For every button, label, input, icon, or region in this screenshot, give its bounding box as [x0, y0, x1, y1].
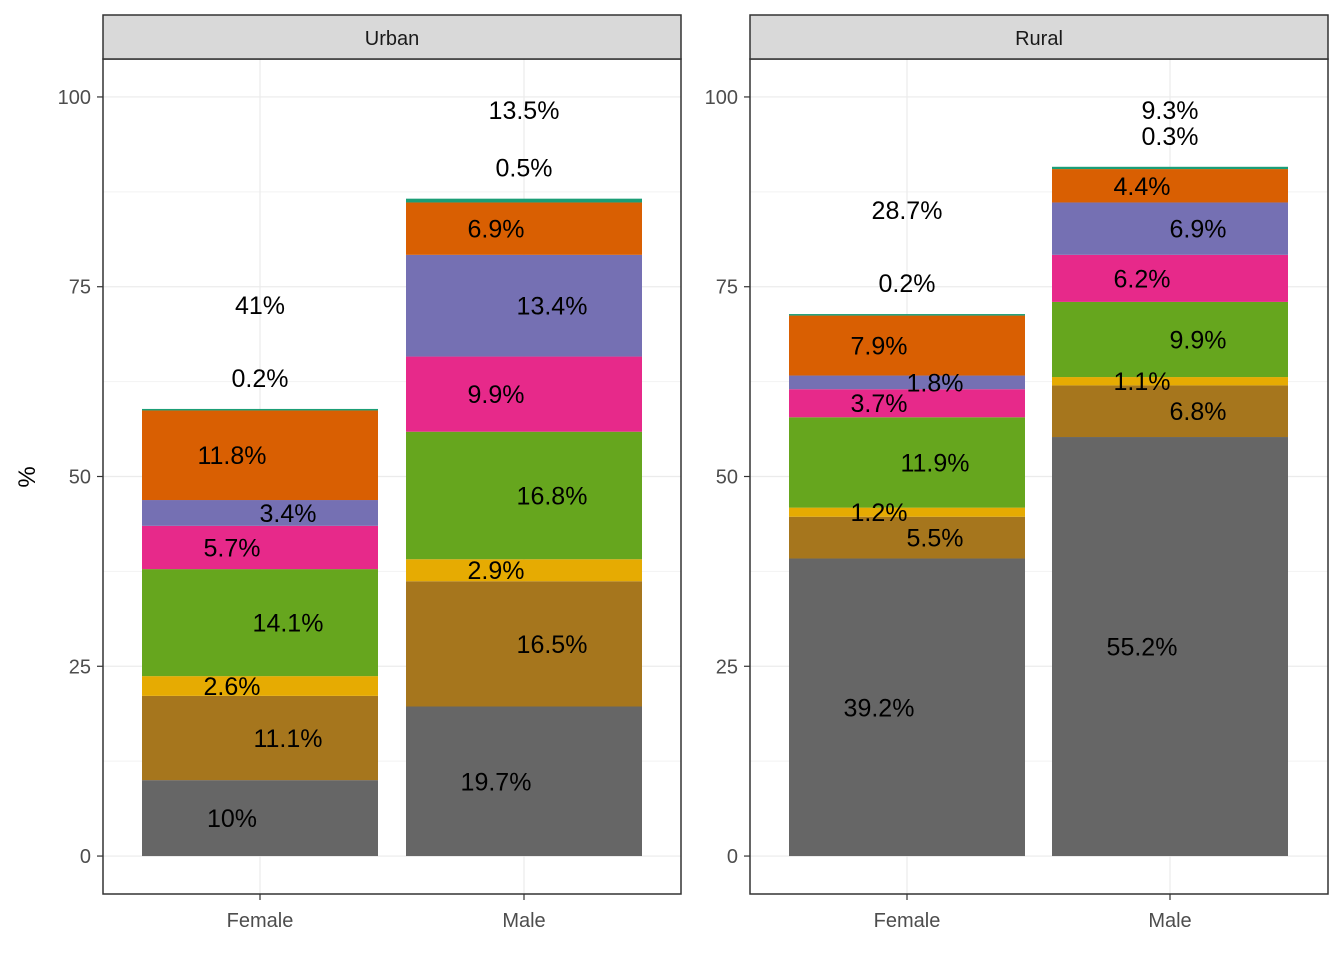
bar-segment: [406, 581, 642, 707]
data-label: 7.9%: [851, 333, 908, 361]
y-tick-label: 75: [716, 277, 738, 299]
bar-segment: [789, 558, 1025, 857]
bar-segment: [142, 410, 378, 501]
data-label: 6.9%: [468, 216, 525, 244]
bar-segment: [142, 525, 378, 570]
data-label: 0.3%: [1142, 123, 1199, 151]
bar-segment: [406, 356, 642, 432]
bar-segment: [142, 676, 378, 696]
data-label: 6.2%: [1114, 265, 1171, 293]
bar-segment: [789, 315, 1025, 376]
bar-segment: [789, 417, 1025, 508]
bar-segment: [406, 202, 642, 255]
y-tick-label: 25: [716, 656, 738, 678]
data-label: 9.9%: [468, 381, 525, 409]
x-tick-label: Female: [874, 910, 941, 932]
bar-segment: [789, 375, 1025, 390]
data-label: 9.9%: [1170, 326, 1227, 354]
data-label: 2.9%: [468, 557, 525, 585]
data-label: 6.8%: [1170, 398, 1227, 426]
data-label: 14.1%: [253, 610, 324, 638]
top-data-label: 41%: [235, 292, 285, 320]
data-label: 2.6%: [204, 673, 261, 701]
bar-segment: [406, 198, 642, 203]
panel-rural: 39.2% 5.5%1.2% 11.9% 3.7%1.8% 7.9% 0.2% 28.7% 5…: [705, 14, 1329, 932]
bar-segment: [1052, 385, 1288, 438]
data-label: 1.1%: [1114, 368, 1171, 396]
data-label: 6.9%: [1170, 216, 1227, 244]
y-axis-title: %: [14, 466, 41, 487]
facet-strip-label: Urban: [365, 28, 419, 50]
bar-segment: [789, 507, 1025, 517]
bar-segment: [406, 559, 642, 582]
data-label: 11.8%: [197, 442, 266, 470]
data-label: 0.2%: [232, 365, 289, 393]
facet-strip-label: Rural: [1015, 28, 1063, 50]
x-tick-label: Male: [502, 910, 545, 932]
top-data-label: 13.5%: [489, 97, 560, 125]
data-label: 16.5%: [517, 631, 588, 659]
data-label: 55.2%: [1107, 634, 1178, 662]
bar-segment: [142, 780, 378, 857]
data-label: 0.5%: [496, 155, 553, 183]
y-tick-label: 100: [58, 87, 91, 109]
data-label: 13.4%: [517, 293, 588, 321]
bar-segment: [1052, 301, 1288, 378]
bar-segment: [406, 706, 642, 857]
data-label: 10%: [207, 805, 257, 833]
bar-segment: [142, 569, 378, 677]
data-label: 39.2%: [844, 694, 915, 722]
bar-segment: [789, 389, 1025, 418]
data-label: 5.7%: [204, 534, 261, 562]
bar-segment: [142, 500, 378, 526]
bar-segment: [406, 254, 642, 357]
data-label: 5.5%: [907, 525, 964, 553]
data-label: 0.2%: [879, 270, 936, 298]
facet-strip: [102, 14, 682, 60]
y-tick-label: 100: [705, 87, 738, 109]
y-tick-label: 25: [69, 656, 91, 678]
bar-segment: [789, 516, 1025, 559]
data-label: 19.7%: [461, 768, 532, 796]
bar-segment: [142, 408, 378, 411]
y-tick-label: 0: [80, 846, 91, 868]
y-tick-label: 75: [69, 277, 91, 299]
bar-segment: [1052, 437, 1288, 857]
bar-segment: [1052, 166, 1288, 170]
data-label: 16.8%: [517, 482, 588, 510]
top-data-label: 28.7%: [872, 197, 943, 225]
top-data-label: 9.3%: [1142, 97, 1199, 125]
facet-strip: [749, 14, 1329, 60]
data-label: 1.8%: [907, 369, 964, 397]
bar-segment: [1052, 202, 1288, 255]
panel-urban: 10% 11.1% 2.6% 14.1% 5.7% 3.4% 11.8% 0.2% 41% 19.…: [58, 14, 682, 932]
bar-segment: [1052, 169, 1288, 203]
bar-segment: [1052, 377, 1288, 386]
y-tick-label: 50: [716, 467, 738, 489]
data-label: 3.7%: [851, 390, 908, 418]
data-label: 3.4%: [260, 500, 317, 528]
bar-segment: [789, 314, 1025, 316]
bar-segment: [142, 695, 378, 781]
x-tick-label: Female: [227, 910, 294, 932]
x-tick-label: Male: [1148, 910, 1191, 932]
data-label: 1.2%: [851, 499, 908, 527]
data-label: 11.1%: [253, 725, 322, 753]
bar-segment: [1052, 254, 1288, 302]
data-label: 4.4%: [1114, 173, 1171, 201]
y-tick-label: 0: [727, 846, 738, 868]
bar-segment: [406, 431, 642, 560]
data-label: 11.9%: [900, 449, 969, 477]
y-tick-label: 50: [69, 467, 91, 489]
